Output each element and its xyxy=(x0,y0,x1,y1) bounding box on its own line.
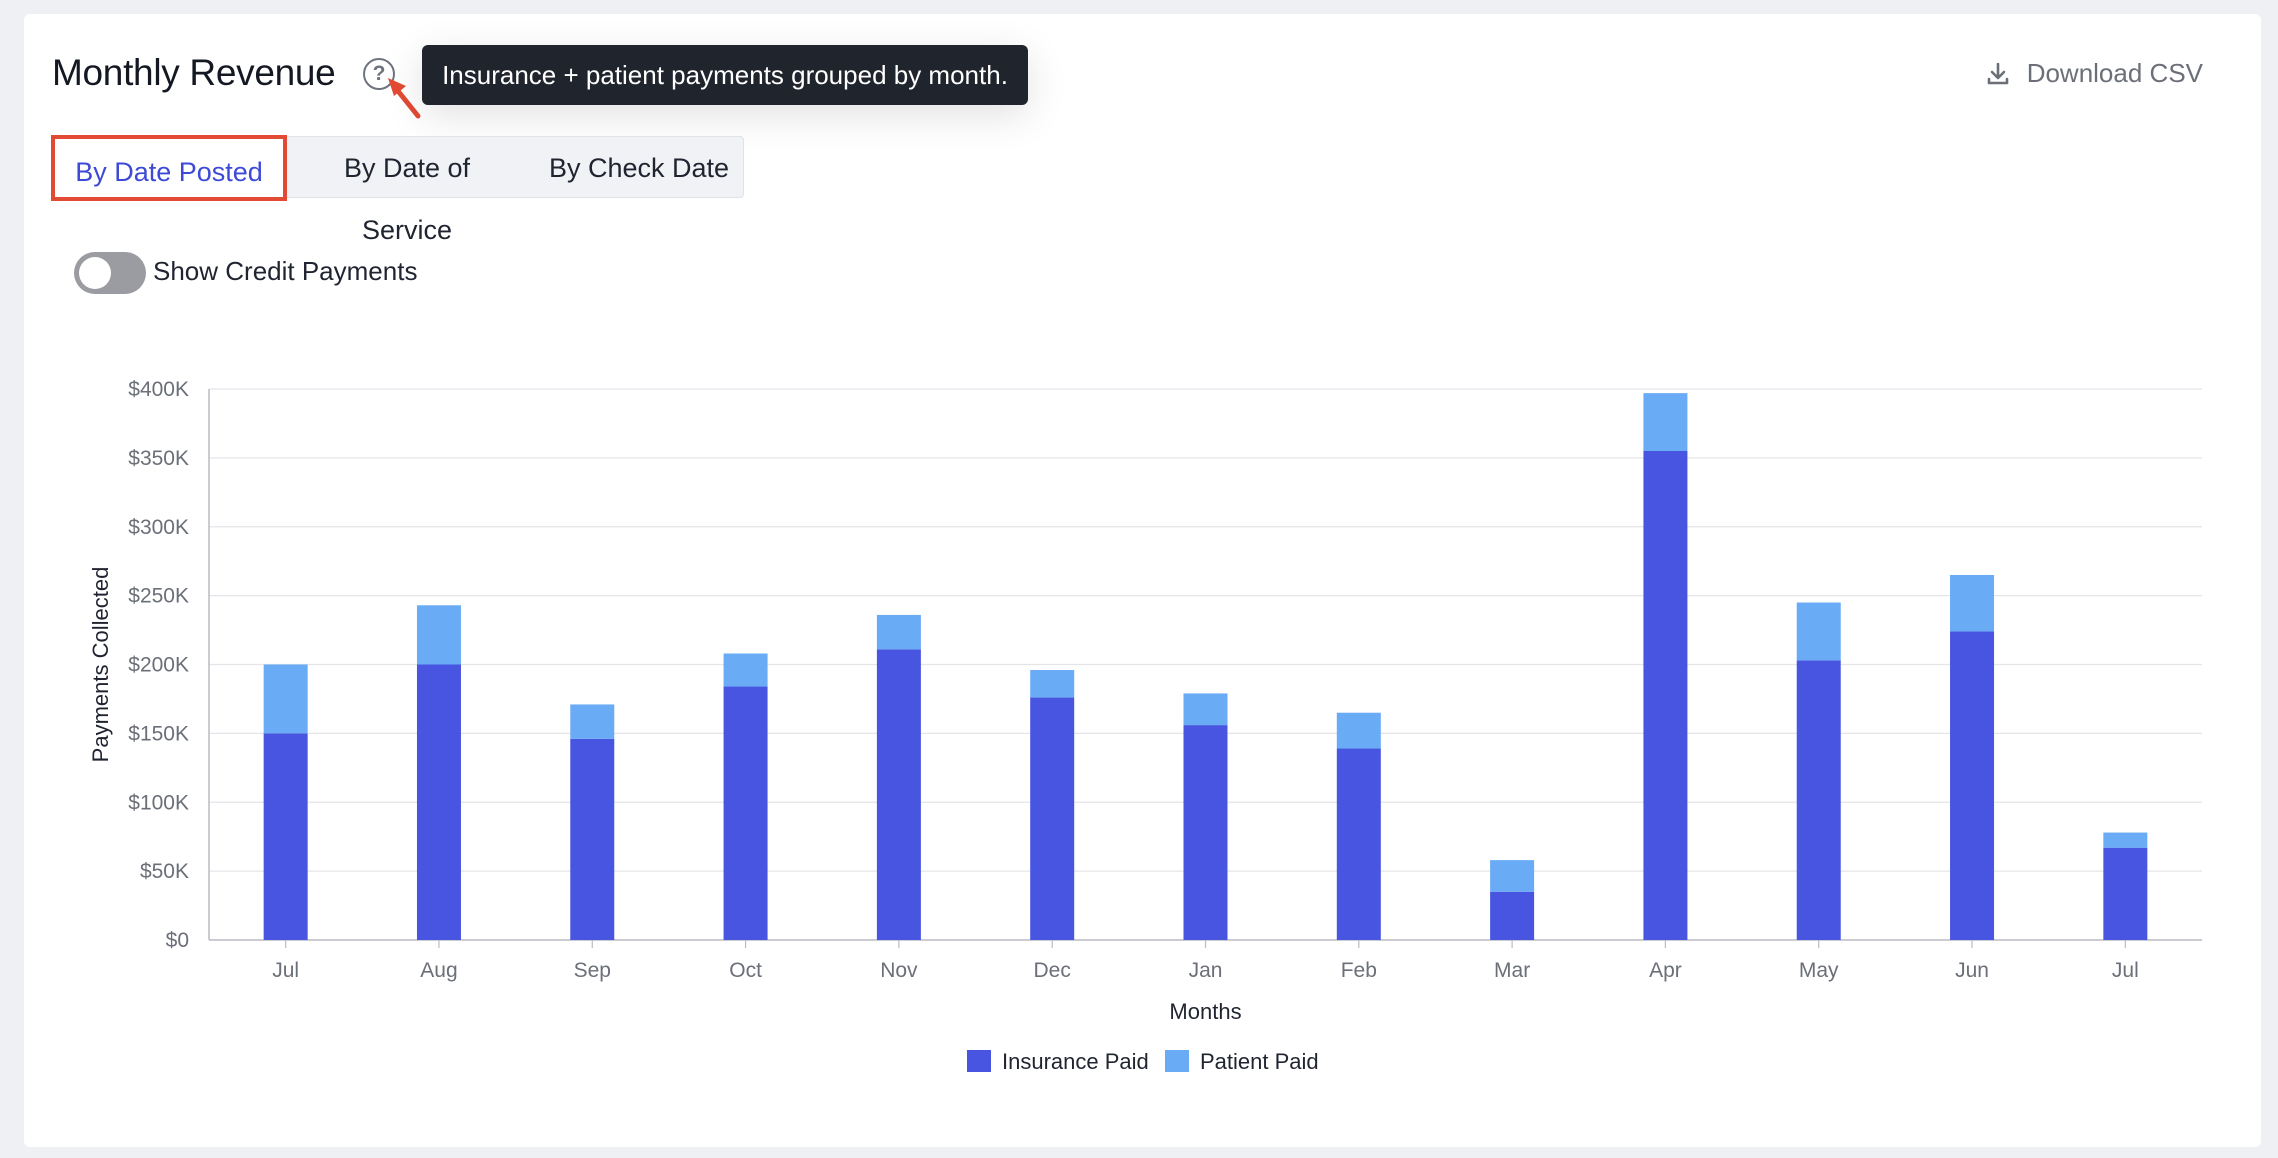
legend-swatch xyxy=(1165,1050,1189,1072)
y-tick-label: $300K xyxy=(128,516,189,539)
x-tick-label: Feb xyxy=(1341,959,1377,982)
bar-patient-paid xyxy=(723,653,768,687)
bar-patient-paid xyxy=(1643,393,1688,451)
revenue-card xyxy=(24,14,2261,1147)
bar-patient-paid xyxy=(1796,602,1841,661)
x-tick-label: Aug xyxy=(420,959,457,982)
bar-patient-paid xyxy=(1336,712,1381,749)
pointer-arrow-icon xyxy=(388,78,421,119)
download-icon xyxy=(1987,62,2008,84)
legend-label: Patient Paid xyxy=(1200,1049,1319,1074)
y-tick-label: $150K xyxy=(128,722,189,745)
bar-insurance-paid xyxy=(1030,697,1075,940)
legend-label: Insurance Paid xyxy=(1002,1049,1149,1074)
bar-insurance-paid xyxy=(1643,450,1688,940)
help-tooltip: Insurance + patient payments grouped by … xyxy=(422,45,1028,105)
y-tick-label: $200K xyxy=(128,654,189,677)
x-tick-label: Jul xyxy=(272,959,299,982)
download-csv-label: Download CSV xyxy=(2026,58,2203,88)
bar-insurance-paid xyxy=(570,738,615,940)
x-tick-label: Oct xyxy=(729,959,762,982)
bar-insurance-paid xyxy=(723,686,768,940)
bar-patient-paid xyxy=(1950,574,1995,632)
x-tick-label: Nov xyxy=(880,959,918,982)
y-tick-label: $250K xyxy=(128,585,189,608)
bar-insurance-paid xyxy=(416,664,461,940)
toggle-knob xyxy=(79,257,111,289)
y-tick-label: $50K xyxy=(140,860,189,883)
x-tick-label: Jun xyxy=(1955,959,1989,982)
x-tick-label: Sep xyxy=(574,959,611,982)
bar-insurance-paid xyxy=(1336,748,1381,940)
bar-patient-paid xyxy=(1183,693,1228,726)
bar-insurance-paid xyxy=(2103,847,2148,940)
bar-patient-paid xyxy=(1490,860,1535,892)
credit-payments-toggle[interactable] xyxy=(74,252,146,294)
y-tick-label: $100K xyxy=(128,791,189,814)
download-csv-button[interactable]: Download CSV xyxy=(1987,58,2203,89)
y-tick-label: $0 xyxy=(166,929,189,952)
x-tick-label: May xyxy=(1799,959,1839,982)
bar-insurance-paid xyxy=(1796,660,1841,940)
question-circle-icon[interactable]: ? xyxy=(363,58,395,90)
x-tick-label: Apr xyxy=(1649,959,1682,982)
bar-patient-paid xyxy=(1030,670,1075,698)
x-tick-label: Dec xyxy=(1034,959,1071,982)
y-axis-title: Payments Collected xyxy=(88,567,113,763)
y-tick-label: $400K xyxy=(128,378,189,401)
bar-insurance-paid xyxy=(1183,725,1228,940)
x-tick-label: Jan xyxy=(1189,959,1223,982)
bar-patient-paid xyxy=(570,704,615,739)
date-grouping-tabs: By Date Posted By Date of Service By Che… xyxy=(51,135,744,245)
credit-payments-label: Show Credit Payments xyxy=(153,256,418,286)
bar-insurance-paid xyxy=(1490,891,1535,940)
tab-by-date-of-service[interactable]: By Date of Service xyxy=(343,153,471,245)
bar-insurance-paid xyxy=(263,733,308,940)
bar-insurance-paid xyxy=(876,649,921,940)
bar-patient-paid xyxy=(416,605,461,665)
x-tick-label: Mar xyxy=(1494,959,1530,982)
page-title: Monthly Revenue xyxy=(52,52,336,93)
bar-patient-paid xyxy=(263,664,308,734)
x-axis-title: Months xyxy=(1169,999,1241,1024)
x-tick-label: Jul xyxy=(2112,959,2139,982)
tab-by-check-date[interactable]: By Check Date xyxy=(548,153,730,183)
tab-by-date-posted[interactable]: By Date Posted xyxy=(51,135,287,201)
bar-patient-paid xyxy=(2103,832,2148,848)
legend-swatch xyxy=(967,1050,991,1072)
y-tick-label: $350K xyxy=(128,447,189,470)
bar-patient-paid xyxy=(876,614,921,650)
bar-insurance-paid xyxy=(1950,631,1995,940)
